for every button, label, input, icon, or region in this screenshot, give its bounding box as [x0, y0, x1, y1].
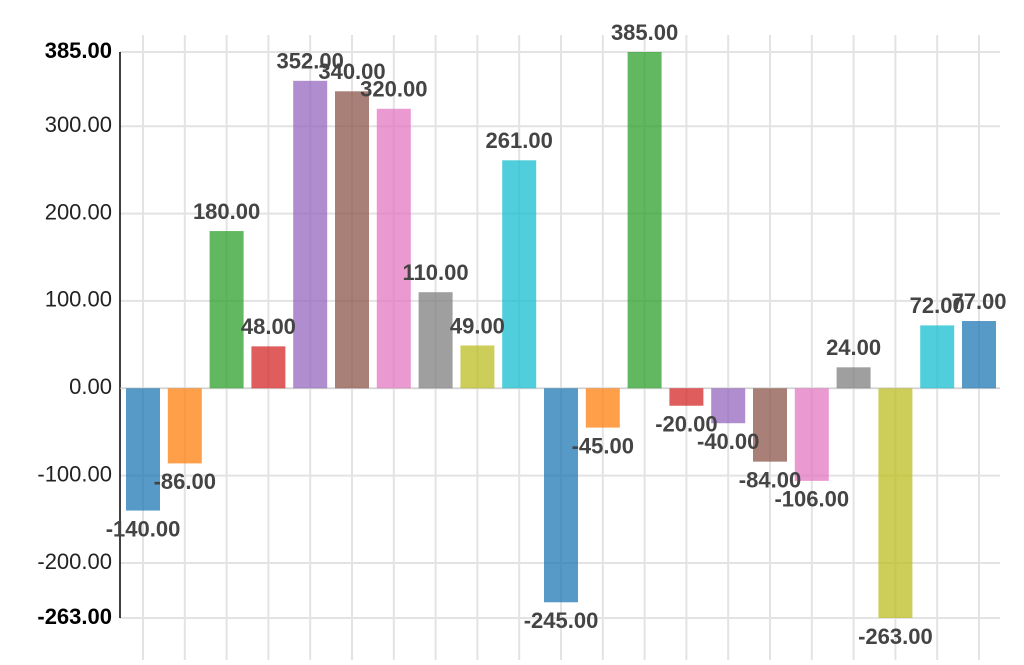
bar [502, 160, 537, 389]
bar [836, 367, 871, 389]
bar [544, 388, 578, 603]
bar [669, 388, 704, 406]
bar [627, 52, 662, 389]
data-label: -84.00 [739, 467, 801, 492]
bar [878, 388, 913, 618]
data-label: 77.00 [951, 289, 1006, 314]
y-tick-label: 385.00 [45, 38, 112, 63]
bar [460, 345, 495, 389]
data-label: -140.00 [106, 516, 181, 541]
bar [251, 346, 286, 389]
bar [920, 325, 955, 389]
data-label: -45.00 [572, 433, 634, 458]
data-label: 110.00 [403, 260, 469, 285]
data-label: 320.00 [360, 77, 427, 102]
y-tick-label: -263.00 [37, 604, 112, 629]
bar [585, 388, 620, 428]
y-tick-label: 200.00 [45, 199, 112, 224]
y-tick-label: -100.00 [37, 461, 112, 486]
y-tick-label: -200.00 [37, 549, 112, 574]
data-label: 72.00 [910, 293, 965, 318]
data-label: -263.00 [858, 624, 933, 649]
data-label: 180.00 [193, 199, 260, 224]
bar [126, 388, 160, 511]
bar [794, 388, 829, 481]
bar [335, 91, 369, 389]
data-label: 48.00 [241, 314, 296, 339]
y-tick-label: 300.00 [45, 112, 112, 137]
data-label: 49.00 [450, 313, 505, 338]
bar [376, 108, 411, 389]
data-label: -40.00 [697, 429, 759, 454]
bar [293, 80, 328, 389]
bar [753, 388, 787, 462]
bar [418, 292, 453, 389]
data-label: -245.00 [524, 608, 599, 633]
data-label: -20.00 [655, 412, 717, 437]
data-label: 24.00 [826, 335, 881, 360]
data-label: 340.00 [318, 59, 385, 84]
y-tick-label: 0.00 [69, 374, 112, 399]
data-label: 261.00 [486, 128, 553, 153]
bar [167, 388, 202, 464]
data-label: -86.00 [154, 469, 216, 494]
data-label: 385.00 [611, 20, 678, 45]
y-tick-label: 100.00 [45, 287, 112, 312]
data-label: -106.00 [774, 487, 849, 512]
bar [711, 388, 746, 424]
data-label: 352.00 [277, 49, 344, 74]
bar [962, 321, 996, 389]
bar [209, 231, 244, 389]
